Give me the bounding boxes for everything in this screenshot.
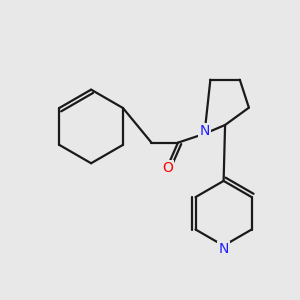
Text: N: N xyxy=(218,242,229,256)
Text: O: O xyxy=(162,161,173,175)
Text: N: N xyxy=(199,124,210,138)
